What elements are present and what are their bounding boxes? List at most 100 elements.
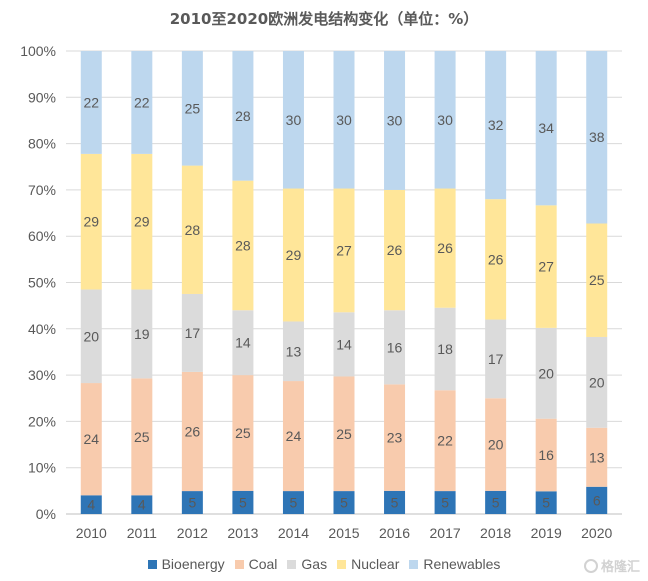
legend-label: Nuclear xyxy=(351,556,400,572)
watermark: 格隆汇 xyxy=(583,556,640,575)
legend-label: Renewables xyxy=(423,556,501,572)
data-label: 5 xyxy=(492,494,500,510)
bar-segment xyxy=(282,188,304,322)
bar-segment xyxy=(181,491,203,514)
data-label: 30 xyxy=(387,112,403,128)
x-tick-label: 2018 xyxy=(480,525,511,541)
data-label: 20 xyxy=(83,328,99,344)
data-label: 25 xyxy=(134,429,150,445)
bar-segment xyxy=(181,165,203,294)
bar-segment xyxy=(586,427,608,487)
data-label: 26 xyxy=(437,240,453,256)
bar-segment xyxy=(434,307,456,391)
data-label: 30 xyxy=(437,112,453,128)
data-label: 28 xyxy=(235,108,251,124)
y-tick-label: 0% xyxy=(36,506,56,522)
bar-segment xyxy=(535,418,557,492)
x-tick-label: 2013 xyxy=(227,525,258,541)
data-label: 26 xyxy=(185,423,201,439)
data-label: 13 xyxy=(589,449,605,465)
legend-item: Nuclear xyxy=(337,556,399,572)
data-label: 27 xyxy=(538,259,554,275)
data-label: 24 xyxy=(83,431,99,447)
data-label: 30 xyxy=(336,112,352,128)
legend-item: Renewables xyxy=(409,556,500,572)
bar-segment xyxy=(80,495,102,514)
legend-item: Gas xyxy=(287,556,327,572)
y-tick-label: 70% xyxy=(28,182,56,198)
data-label: 22 xyxy=(134,94,150,110)
bar-segment xyxy=(384,189,406,311)
data-labels: 4 24 20 29 22 4 25 19 29 22 5 26 17 28 25 5 25 14 28 28 5 24 1… xyxy=(83,94,604,512)
legend-label: Gas xyxy=(301,556,328,572)
data-label: 16 xyxy=(538,447,554,463)
bar-segment xyxy=(333,188,355,313)
x-tick-label: 2019 xyxy=(531,525,562,541)
x-tick-label: 2016 xyxy=(379,525,410,541)
legend-swatch xyxy=(409,559,419,569)
bar-segment xyxy=(80,289,102,384)
bar-segment xyxy=(535,491,557,514)
y-tick-label: 80% xyxy=(28,136,56,152)
bar-segment xyxy=(181,51,203,166)
bar-segment xyxy=(181,371,203,492)
data-label: 17 xyxy=(185,325,201,341)
bar-segment xyxy=(535,51,557,206)
data-label: 4 xyxy=(138,497,146,513)
data-label: 19 xyxy=(134,326,150,342)
x-tick-label: 2015 xyxy=(328,525,359,541)
data-label: 38 xyxy=(589,129,605,145)
legend-label: Coal xyxy=(248,556,278,572)
data-label: 14 xyxy=(336,336,352,352)
bar-segment xyxy=(131,378,153,496)
bar-segment xyxy=(131,289,153,379)
bar-segment xyxy=(434,390,456,492)
data-label: 5 xyxy=(441,495,449,511)
y-tick-label: 50% xyxy=(28,275,56,291)
x-tick-label: 2020 xyxy=(581,525,612,541)
data-label: 16 xyxy=(387,339,403,355)
data-label: 26 xyxy=(387,242,403,258)
data-label: 5 xyxy=(290,495,298,511)
bar-segment xyxy=(333,491,355,514)
y-tick-label: 60% xyxy=(28,228,56,244)
watermark-logo-icon xyxy=(583,558,598,573)
data-label: 29 xyxy=(83,214,99,230)
bar-segment xyxy=(535,327,557,419)
legend-item: Bioenergy xyxy=(147,556,225,572)
data-label: 5 xyxy=(340,495,348,511)
bar-segment xyxy=(434,51,456,189)
bar-segment xyxy=(485,51,507,200)
x-tick-label: 2012 xyxy=(177,525,208,541)
bar-segment xyxy=(586,486,608,514)
x-tick-label: 2014 xyxy=(278,525,309,541)
data-label: 22 xyxy=(437,433,453,449)
data-label: 24 xyxy=(286,428,302,444)
bars xyxy=(80,51,608,514)
bar-segment xyxy=(80,51,102,154)
legend: Bioenergy Coal Gas Nuclear Renewables xyxy=(0,556,648,572)
bar-segment xyxy=(282,321,304,382)
bar-segment xyxy=(434,188,456,308)
bar-segment xyxy=(333,51,355,189)
data-label: 28 xyxy=(235,237,251,253)
x-tick-label: 2011 xyxy=(127,525,157,541)
bar-segment xyxy=(282,51,304,189)
data-label: 32 xyxy=(488,117,504,133)
y-tick-label: 90% xyxy=(28,89,56,105)
legend-label: Bioenergy xyxy=(161,556,225,572)
bar-segment xyxy=(586,51,608,224)
data-label: 20 xyxy=(488,437,504,453)
data-label: 25 xyxy=(235,425,251,441)
bar-segment xyxy=(586,336,608,428)
legend-item: Coal xyxy=(234,556,278,572)
bar-segment xyxy=(181,293,203,372)
bar-segment xyxy=(232,310,254,376)
bar-segment xyxy=(384,51,406,190)
bar-segment xyxy=(80,383,102,496)
data-label: 25 xyxy=(589,272,605,288)
data-label: 18 xyxy=(437,341,453,357)
data-label: 20 xyxy=(589,374,605,390)
bar-segment xyxy=(232,180,254,311)
